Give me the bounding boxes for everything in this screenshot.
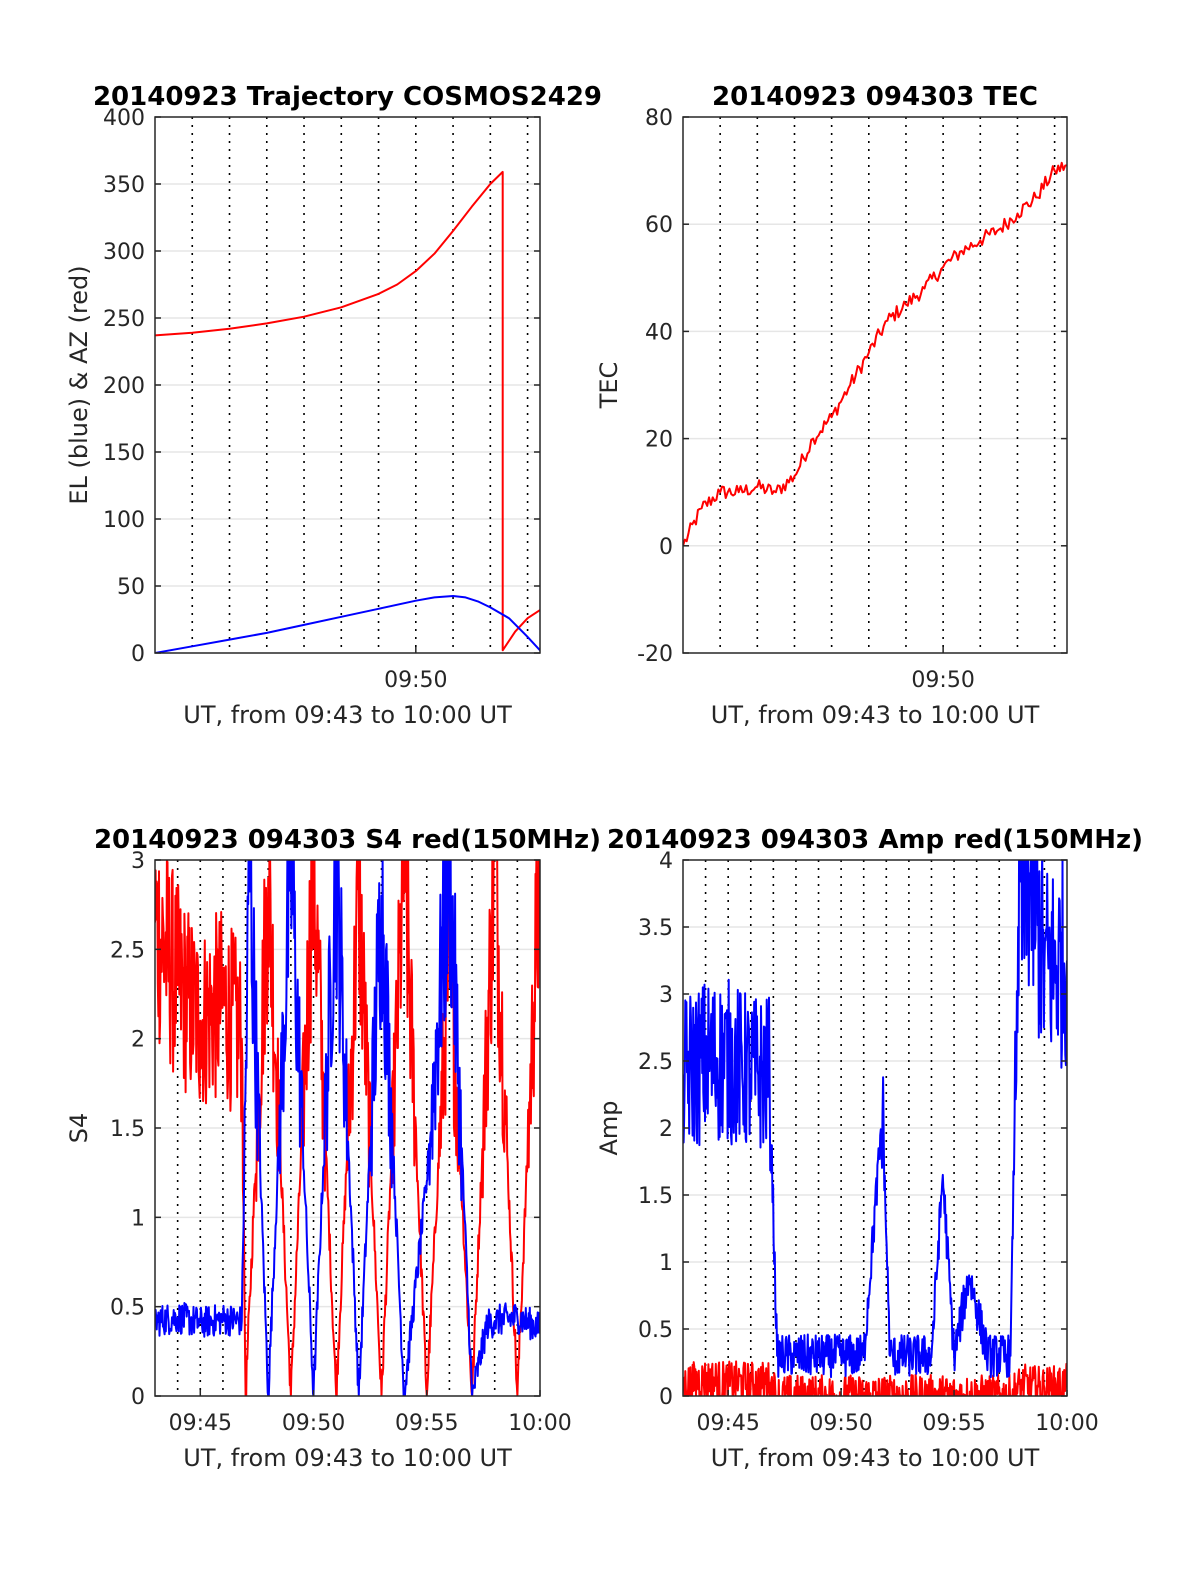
- series-line-red: [155, 170, 540, 652]
- y-axis-label: Amp: [595, 1100, 623, 1155]
- y-tick-label: 50: [117, 575, 145, 600]
- plot-area: [683, 860, 1067, 1396]
- x-tick-label: 09:55: [922, 1411, 985, 1436]
- y-tick-label: 80: [645, 106, 673, 131]
- y-tick-label: 300: [103, 240, 145, 265]
- y-axis-label: TEC: [595, 362, 623, 410]
- x-tick-label: 09:45: [696, 1411, 759, 1436]
- y-tick-label: 2: [131, 1028, 145, 1053]
- x-axis-label: UT, from 09:43 to 10:00 UT: [183, 1444, 512, 1472]
- y-tick-label: 60: [645, 213, 673, 238]
- x-tick-label: 09:50: [809, 1411, 872, 1436]
- y-tick-label: 400: [103, 106, 145, 131]
- chart-title: 20140923 094303 Amp red(150MHz): [607, 825, 1143, 855]
- y-tick-label: 20: [645, 428, 673, 453]
- y-tick-label: 0: [659, 535, 673, 560]
- x-tick-label: 09:55: [395, 1411, 458, 1436]
- y-tick-label: 350: [103, 173, 145, 198]
- y-tick-label: 1: [659, 1251, 673, 1276]
- y-tick-label: 0: [131, 1385, 145, 1410]
- y-tick-label: 4: [659, 849, 673, 874]
- y-tick-label: 150: [103, 441, 145, 466]
- x-axis-label: UT, from 09:43 to 10:00 UT: [711, 701, 1040, 729]
- y-tick-label: 2: [659, 1117, 673, 1142]
- axes-frame: [682, 116, 1068, 654]
- y-tick-label: 40: [645, 320, 673, 345]
- x-tick-label: 10:00: [1035, 1411, 1098, 1436]
- y-tick-label: 2.5: [110, 938, 145, 963]
- y-tick-label: 3: [131, 849, 145, 874]
- chart-panel-2: -20 0 20 40 60 80 09:50 20140923 094303 TEC UT, …: [595, 82, 1068, 729]
- series-line-red: [683, 161, 1067, 547]
- x-axis-label: UT, from 09:43 to 10:00 UT: [711, 1444, 1040, 1472]
- series-line-red: [155, 860, 540, 1396]
- x-tick-label: 09:50: [384, 668, 447, 693]
- y-tick-label: 250: [103, 307, 145, 332]
- series-line-blue: [683, 860, 1067, 1379]
- x-axis-label: UT, from 09:43 to 10:00 UT: [183, 701, 512, 729]
- x-tick-label: 09:45: [169, 1411, 232, 1436]
- y-tick-label: 3: [659, 983, 673, 1008]
- y-axis-label: S4: [65, 1113, 93, 1144]
- chart-title: 20140923 094303 TEC: [712, 82, 1038, 112]
- y-tick-label: 2.5: [638, 1050, 673, 1075]
- plot-area: [683, 161, 1067, 547]
- series-line-blue: [155, 860, 540, 1396]
- y-tick-label: 0.5: [638, 1318, 673, 1343]
- series-line-blue: [155, 595, 540, 653]
- y-axis-label: EL (blue) & AZ (red): [65, 265, 93, 504]
- y-tick-label: 100: [103, 508, 145, 533]
- y-tick-label: 0: [131, 642, 145, 667]
- y-tick-label: 0: [659, 1385, 673, 1410]
- x-tick-label: 09:50: [911, 668, 974, 693]
- plot-area: [155, 170, 540, 653]
- chart-title: 20140923 094303 S4 red(150MHz): [94, 825, 601, 855]
- x-tick-label: 10:00: [508, 1411, 571, 1436]
- y-tick-label: 1.5: [110, 1117, 145, 1142]
- y-tick-label: 1.5: [638, 1184, 673, 1209]
- plot-area: [155, 860, 540, 1396]
- series-line-red: [683, 1360, 1067, 1396]
- y-tick-label: 3.5: [638, 916, 673, 941]
- y-tick-label: 1: [131, 1206, 145, 1231]
- chart-title: 20140923 Trajectory COSMOS2429: [93, 82, 602, 112]
- y-tick-label: -20: [637, 642, 673, 667]
- y-tick-label: 200: [103, 374, 145, 399]
- chart-panel-1: 0 50 100 150 200 250 300 350 400 09:50 20140923 Tr…: [65, 82, 602, 729]
- x-tick-label: 09:50: [282, 1411, 345, 1436]
- chart-panel-3: 0 0.5 1 1.5 2 2.5 3 09:45 09:50 09:55 10:00 2014092…: [65, 825, 601, 1472]
- chart-panel-4: 0 0.5 1 1.5 2 2.5 3 3.5 4 09:45 09:50 09:55 10:00 201…: [595, 825, 1143, 1472]
- y-tick-label: 0.5: [110, 1296, 145, 1321]
